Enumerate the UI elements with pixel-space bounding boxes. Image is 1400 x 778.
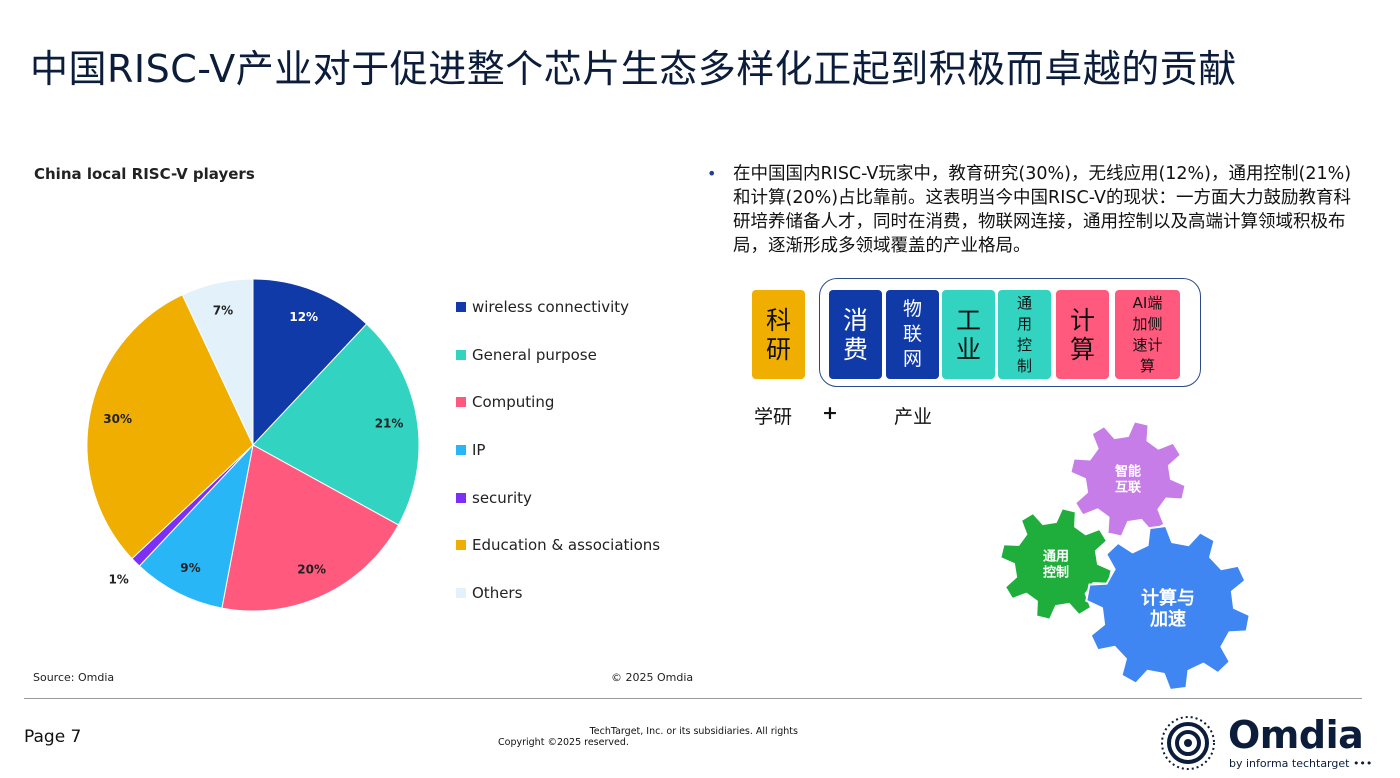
bullet-marker: •	[707, 164, 717, 183]
gear-compute-accel-label: 加速	[1149, 608, 1186, 630]
pie-label-education-associations: 30%	[103, 412, 132, 426]
pie-label-security: 1%	[108, 572, 128, 586]
box-research: 科研	[752, 290, 805, 379]
omdia-logo-icon	[1161, 716, 1215, 770]
legend-swatch	[456, 302, 466, 312]
industry-frame	[819, 278, 1201, 387]
legend-label: Computing	[472, 393, 555, 412]
box-iot-line: 网	[902, 348, 922, 370]
pie-label-others: 7%	[213, 304, 233, 318]
footer-divider	[24, 698, 1362, 699]
legend-swatch	[456, 492, 466, 503]
box-iot-line: 物	[902, 298, 922, 320]
pie-slice-others	[181, 278, 254, 446]
box-general-control-line: 用	[1016, 314, 1032, 333]
legend-item-computing: Computing	[456, 391, 660, 413]
gear-compute-accel-shape	[1085, 524, 1251, 690]
legend-label: wireless connectivity	[472, 298, 630, 316]
footer-legal-line2: Copyright ©2025 reserved.	[498, 737, 629, 748]
box-general-control-line: 制	[1016, 356, 1032, 375]
box-ai-edge-line: 加侧	[1132, 314, 1163, 333]
omdia-logo: Omdia by informa techtarget •••	[1158, 713, 1372, 773]
box-industry-line: 工	[955, 305, 981, 335]
bullet-text: 在中国国内RISC-V玩家中，教育研究(30%)，无线应用(12%)，通用控制(…	[733, 164, 1352, 256]
caption-research: 学研	[754, 406, 793, 428]
logo-word: Omdia	[1228, 713, 1364, 757]
legend-item-others: Others	[456, 582, 660, 604]
chart-title: China local RISC-V players	[34, 165, 255, 183]
footer-legal: TechTarget, Inc. or its subsidiaries. Al…	[498, 726, 798, 748]
chart-legend: wireless connectivity General purpose Comp…	[456, 296, 660, 630]
legend-item-ip: IP	[456, 439, 660, 461]
gear-general-control-label: 控制	[1043, 565, 1069, 581]
pie-slice-ip	[138, 443, 254, 609]
logo-subtitle: by informa techtarget •••	[1229, 757, 1373, 770]
box-industry-line: 业	[955, 334, 981, 364]
legend-label: Others	[472, 584, 523, 603]
box-ai-edge-line: 速计	[1132, 335, 1163, 354]
pie-label-wireless-connectivity: 12%	[289, 310, 318, 324]
pie-label-ip: 9%	[180, 561, 200, 575]
box-computing: 计算	[1056, 290, 1109, 379]
slide-title: 中国RISC-V产业对于促进整个芯片生态多样化正起到积极而卓越的贡献	[30, 47, 1237, 91]
pie-chart: 12% 21% 20% 9% 1% 30% 7%	[86, 278, 420, 612]
pie-slice-education-associations	[86, 294, 254, 560]
legend-swatch	[456, 445, 466, 456]
page-number: Page 7	[24, 727, 82, 747]
pie-label-computing: 20%	[297, 563, 326, 577]
legend-swatch	[456, 540, 466, 551]
box-iot: 物联网	[886, 290, 939, 379]
footer-legal-line1: TechTarget, Inc. or its subsidiaries. Al…	[589, 726, 798, 737]
chart-copyright: © 2025 Omdia	[611, 671, 694, 684]
box-consumer-line: 费	[842, 334, 868, 364]
box-computing-line: 算	[1069, 334, 1095, 364]
box-general-control-line: 控	[1016, 335, 1032, 354]
box-ai-edge-line: 算	[1139, 356, 1155, 375]
legend-label: security	[472, 488, 532, 507]
gear-smart-interconnect-label: 互联	[1115, 481, 1141, 496]
legend-label: General purpose	[472, 345, 597, 364]
legend-swatch	[456, 588, 466, 599]
gear-compute-accel-label: 计算与	[1141, 587, 1195, 609]
box-consumer: 消费	[829, 290, 882, 379]
box-ai-edge-line: AI端	[1132, 293, 1163, 312]
pie-slice-wireless-connectivity	[252, 278, 368, 447]
pie-label-general-purpose: 21%	[375, 416, 404, 430]
gear-general-control-shape	[999, 507, 1113, 621]
legend-item-security: security	[456, 487, 660, 509]
caption-industry: 产业	[894, 406, 933, 428]
legend-item-general-purpose: General purpose	[456, 344, 660, 366]
chart-source: Source: Omdia	[33, 671, 115, 684]
box-industry: 工业	[942, 290, 995, 379]
caption-plus: +	[822, 402, 838, 424]
box-ai-edge: AI端加侧速计算	[1115, 290, 1180, 379]
legend-item-wireless-connectivity: wireless connectivity	[456, 296, 660, 318]
legend-item-education-associations: Education & associations	[456, 534, 660, 556]
pie-slice-general-purpose	[252, 323, 420, 526]
box-computing-line: 计	[1069, 305, 1095, 335]
legend-label: IP	[472, 441, 486, 460]
box-general-control-line: 通	[1016, 293, 1032, 312]
box-general-control: 通用控制	[998, 290, 1051, 379]
box-iot-line: 联	[902, 323, 922, 345]
box-consumer-line: 消	[842, 305, 868, 335]
legend-swatch	[456, 397, 466, 408]
gear-smart-interconnect-label: 智能	[1115, 464, 1141, 480]
pie-slice-computing	[221, 444, 400, 612]
legend-label: Education & associations	[472, 536, 661, 555]
box-research-line: 科	[765, 305, 791, 335]
legend-swatch	[456, 349, 466, 360]
gear-general-control-label: 通用	[1043, 549, 1069, 565]
box-research-line: 研	[765, 334, 791, 364]
